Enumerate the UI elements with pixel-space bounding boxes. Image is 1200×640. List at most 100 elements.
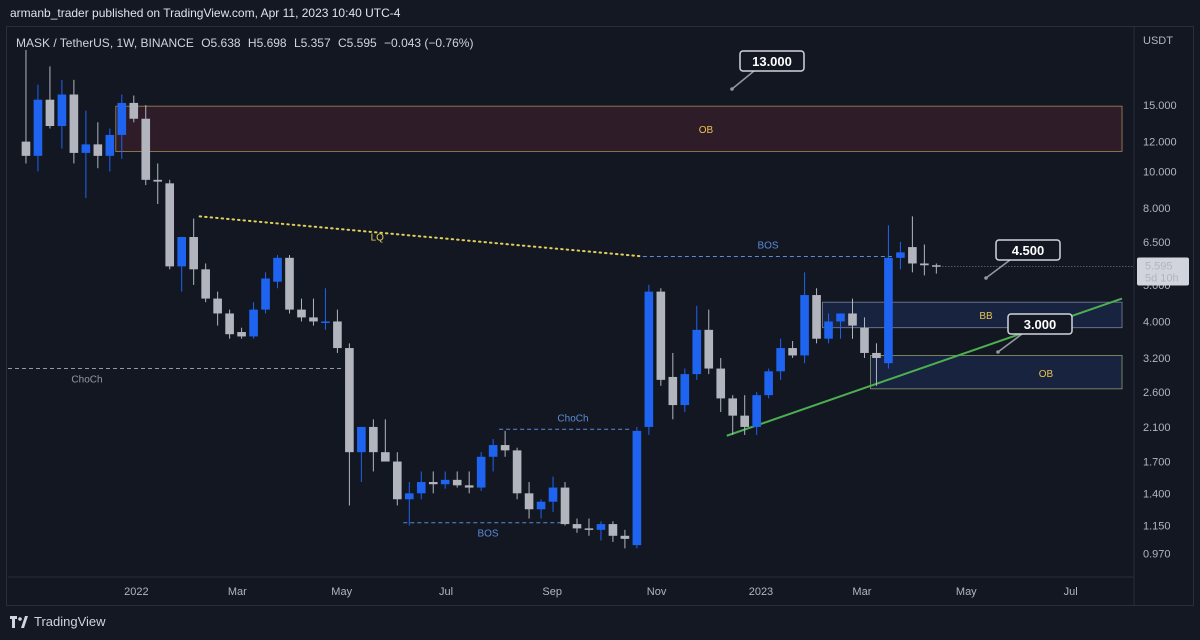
candle-body (93, 144, 103, 156)
candle-body (285, 257, 294, 310)
candle-body (392, 461, 402, 500)
callout-pointer (985, 259, 1011, 279)
candle (225, 309, 234, 339)
x-tick-label: May (956, 586, 977, 598)
x-tick-label: Mar (228, 586, 247, 598)
symbol-name[interactable]: MASK / TetherUS, 1W, BINANCE (16, 36, 194, 50)
level-label-bos: BOS (477, 529, 498, 540)
candle-body (728, 398, 738, 416)
candle-body (416, 482, 426, 494)
x-tick-label: May (331, 586, 352, 598)
candle (488, 439, 498, 472)
candle (896, 241, 905, 270)
candle-body (141, 118, 151, 180)
footer-brand[interactable]: TradingView (10, 614, 106, 629)
candle (500, 430, 510, 457)
candle-body (584, 528, 594, 530)
candle (524, 482, 534, 519)
symbol-info: MASK / TetherUS, 1W, BINANCE O5.638 H5.6… (16, 36, 473, 50)
candle (836, 313, 845, 339)
candle (752, 391, 761, 435)
candle-body (680, 374, 690, 406)
candle (572, 518, 582, 533)
callout-text: 3.000 (1024, 317, 1057, 332)
candle (273, 255, 282, 289)
candle-body (848, 313, 857, 326)
candle (153, 163, 163, 204)
candle-body (500, 445, 510, 451)
x-tick-label: Mar (852, 586, 871, 598)
candle (812, 288, 821, 344)
plot-layer (8, 50, 1134, 549)
callout-anchor (996, 350, 1000, 354)
candle-body (632, 430, 642, 546)
x-tick-label: Sep (542, 586, 562, 598)
candle-body (548, 487, 558, 502)
candle-body (524, 493, 534, 510)
candle (333, 309, 342, 353)
candle (369, 419, 378, 472)
candle-body (836, 313, 845, 322)
candle (297, 298, 306, 322)
y-tick-label: 10.000 (1143, 166, 1177, 178)
candle-body (800, 295, 809, 356)
high-value: H5.698 (247, 36, 287, 50)
candle-body (872, 352, 881, 358)
candle-body (404, 493, 414, 500)
candle (872, 343, 881, 386)
candle-body (596, 524, 606, 530)
candle (776, 338, 785, 380)
candle (668, 352, 678, 420)
x-tick-label: Jul (439, 586, 453, 598)
y-axis-unit: USDT (1143, 35, 1173, 47)
callout-anchor (730, 87, 734, 91)
candle (764, 368, 773, 399)
candle-body (33, 99, 43, 156)
candle (908, 216, 917, 273)
candle-body (225, 313, 234, 335)
callout-box (995, 239, 1061, 261)
candle (620, 529, 630, 549)
callout-pointer (997, 333, 1023, 353)
y-tick-label: 6.500 (1143, 237, 1171, 249)
x-tick-label: Nov (647, 586, 667, 598)
candle-body (512, 450, 522, 494)
candle (584, 518, 594, 536)
candle (476, 452, 486, 491)
level-label-choch: ChoCh (557, 413, 588, 424)
candle (452, 471, 462, 488)
candle (860, 317, 869, 358)
candle-body (261, 278, 270, 310)
candle-body (117, 102, 127, 135)
zone-ob-0 (115, 105, 1123, 152)
bar-countdown: 5d 10h (1145, 273, 1179, 285)
candle (261, 272, 270, 314)
candle-body (752, 395, 761, 427)
candle (656, 288, 666, 386)
candle (788, 340, 797, 358)
callout-anchor (984, 276, 988, 280)
candle-body (201, 269, 210, 299)
zone-label-ob-lower: OB (1039, 369, 1054, 380)
candle-body (381, 452, 390, 462)
y-tick-label: 1.150 (1143, 521, 1171, 533)
candle-body (69, 94, 79, 153)
candle (69, 79, 79, 164)
candle-body (213, 298, 222, 314)
y-tick-label: 3.200 (1143, 353, 1171, 365)
candle (740, 395, 750, 435)
candle (117, 94, 127, 159)
candle-body (249, 309, 258, 337)
candle (440, 471, 450, 489)
candle-body (165, 183, 175, 267)
zone-label-ob-upper: OB (699, 125, 714, 136)
x-tick-label: 2023 (749, 586, 773, 598)
candle-body (704, 329, 714, 369)
candle-body (452, 479, 462, 486)
candle-body (764, 371, 773, 396)
candle-body (908, 247, 917, 264)
candle (249, 302, 258, 339)
zone-ob-2 (870, 355, 1123, 390)
candle (392, 452, 402, 506)
